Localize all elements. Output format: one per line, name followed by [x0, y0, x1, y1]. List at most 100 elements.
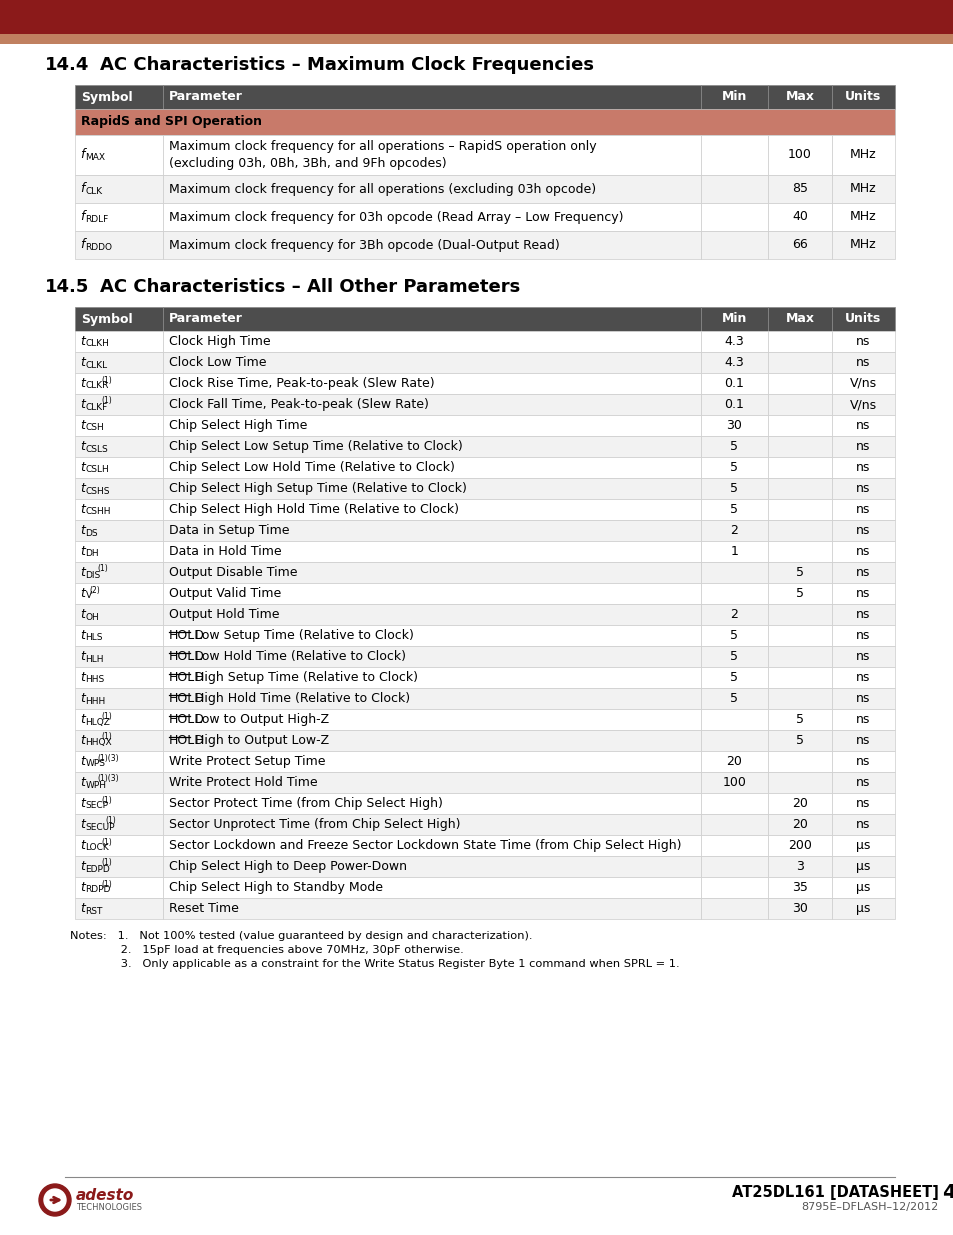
- Bar: [163, 331, 700, 352]
- Bar: [767, 646, 831, 667]
- Text: CSHH: CSHH: [86, 508, 111, 516]
- Bar: [700, 499, 767, 520]
- Text: ns: ns: [856, 356, 870, 369]
- Bar: [700, 583, 767, 604]
- Bar: [163, 415, 700, 436]
- Text: AC Characteristics – All Other Parameters: AC Characteristics – All Other Parameter…: [100, 278, 519, 296]
- Bar: [700, 436, 767, 457]
- Bar: [75, 772, 163, 793]
- Text: MHz: MHz: [849, 238, 876, 252]
- Text: t: t: [80, 818, 85, 831]
- Text: 14.5: 14.5: [45, 278, 90, 296]
- Text: 3.   Only applicable as a constraint for the Write Status Register Byte 1 comman: 3. Only applicable as a constraint for t…: [70, 960, 679, 969]
- Text: 4.3: 4.3: [723, 356, 743, 369]
- Text: Symbol: Symbol: [81, 312, 132, 326]
- Bar: [831, 646, 894, 667]
- Bar: [700, 730, 767, 751]
- Text: (1): (1): [101, 732, 112, 741]
- Text: CLKL: CLKL: [86, 361, 108, 369]
- Bar: [75, 109, 894, 135]
- Bar: [75, 394, 163, 415]
- Text: Max: Max: [784, 312, 814, 326]
- Text: (2): (2): [90, 585, 100, 594]
- Text: ns: ns: [856, 797, 870, 810]
- Bar: [767, 175, 831, 203]
- Bar: [75, 583, 163, 604]
- Bar: [75, 625, 163, 646]
- Bar: [163, 583, 700, 604]
- Text: HLS: HLS: [86, 634, 103, 642]
- Bar: [831, 231, 894, 259]
- Text: ns: ns: [856, 776, 870, 789]
- Text: 5: 5: [795, 734, 803, 747]
- Text: Data in Hold Time: Data in Hold Time: [169, 545, 281, 558]
- Bar: [831, 203, 894, 231]
- Text: (1): (1): [106, 816, 116, 825]
- Bar: [767, 415, 831, 436]
- Text: (1): (1): [101, 837, 112, 846]
- Bar: [163, 520, 700, 541]
- Text: Output Disable Time: Output Disable Time: [169, 566, 297, 579]
- Text: Sector Lockdown and Freeze Sector Lockdown State Time (from Chip Select High): Sector Lockdown and Freeze Sector Lockdo…: [169, 839, 680, 852]
- Bar: [831, 352, 894, 373]
- Text: ns: ns: [856, 503, 870, 516]
- Bar: [700, 688, 767, 709]
- Bar: [700, 352, 767, 373]
- Text: t: t: [80, 377, 85, 390]
- Bar: [767, 688, 831, 709]
- Text: Write Protect Hold Time: Write Protect Hold Time: [169, 776, 317, 789]
- Bar: [767, 604, 831, 625]
- Bar: [75, 835, 163, 856]
- Bar: [831, 835, 894, 856]
- Text: 30: 30: [791, 902, 807, 915]
- Bar: [767, 373, 831, 394]
- Text: DH: DH: [86, 550, 99, 558]
- Text: V: V: [86, 592, 91, 600]
- Bar: [75, 478, 163, 499]
- Text: 66: 66: [791, 238, 807, 252]
- Text: 100: 100: [787, 148, 811, 162]
- Text: HLH: HLH: [86, 655, 104, 663]
- Bar: [831, 135, 894, 175]
- Bar: [831, 730, 894, 751]
- Text: ns: ns: [856, 734, 870, 747]
- Text: t: t: [80, 755, 85, 768]
- Bar: [700, 772, 767, 793]
- Bar: [163, 730, 700, 751]
- Text: (1): (1): [101, 858, 112, 867]
- Bar: [163, 814, 700, 835]
- Bar: [700, 203, 767, 231]
- Text: t: t: [80, 335, 85, 348]
- Bar: [767, 331, 831, 352]
- Bar: [767, 751, 831, 772]
- Bar: [163, 352, 700, 373]
- Text: Chip Select High to Standby Mode: Chip Select High to Standby Mode: [169, 881, 382, 894]
- Bar: [700, 793, 767, 814]
- Bar: [767, 562, 831, 583]
- Text: t: t: [80, 671, 85, 684]
- Bar: [831, 308, 894, 331]
- Text: 35: 35: [791, 881, 807, 894]
- Text: AC Characteristics – Maximum Clock Frequencies: AC Characteristics – Maximum Clock Frequ…: [100, 56, 594, 74]
- Bar: [767, 667, 831, 688]
- Text: μs: μs: [856, 860, 870, 873]
- Text: HOLD: HOLD: [169, 671, 204, 684]
- Bar: [831, 709, 894, 730]
- Bar: [163, 175, 700, 203]
- Bar: [75, 646, 163, 667]
- Bar: [0, 35, 953, 44]
- Bar: [75, 85, 163, 109]
- Text: High Setup Time (Relative to Clock): High Setup Time (Relative to Clock): [192, 671, 418, 684]
- Bar: [163, 835, 700, 856]
- Text: ns: ns: [856, 335, 870, 348]
- Bar: [831, 436, 894, 457]
- Text: ns: ns: [856, 524, 870, 537]
- Text: HHQX: HHQX: [86, 739, 112, 747]
- Bar: [75, 898, 163, 919]
- Bar: [700, 814, 767, 835]
- Text: (1): (1): [101, 879, 112, 888]
- Text: t: t: [80, 629, 85, 642]
- Text: 5: 5: [729, 671, 738, 684]
- Bar: [163, 457, 700, 478]
- Bar: [700, 308, 767, 331]
